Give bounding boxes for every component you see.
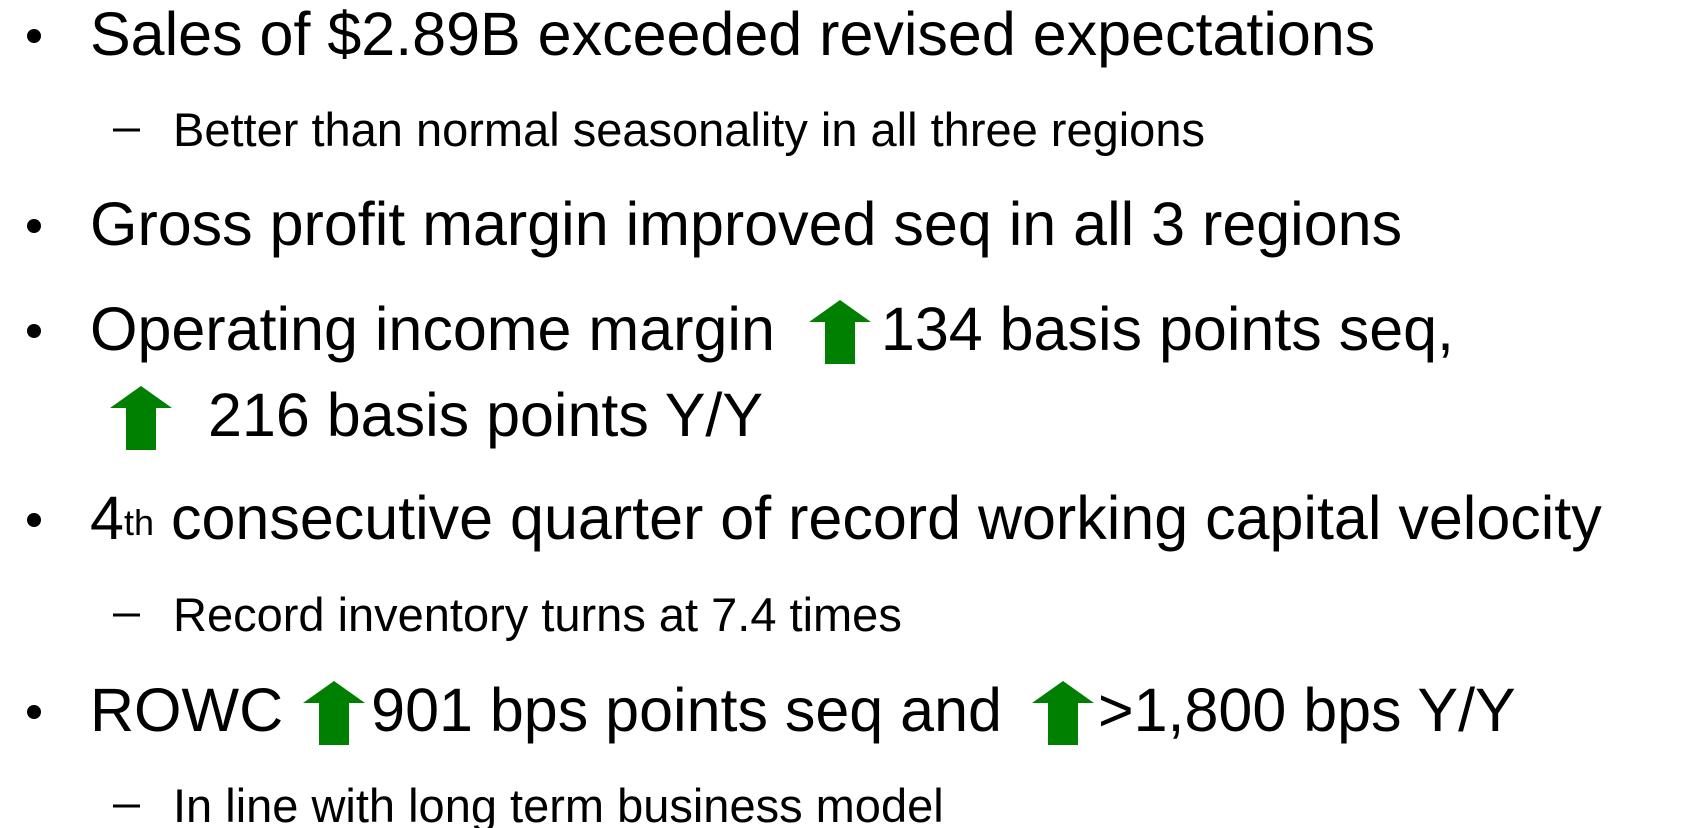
- up-arrow: [1031, 681, 1094, 745]
- text: Gross profit margin improved seq in all …: [90, 190, 1403, 258]
- bullet-line: ROWC 901 bps points seq and >1,800 bps Y…: [90, 676, 1516, 745]
- bullet-line: Gross profit margin improved seq in all …: [90, 194, 1402, 255]
- bullet-line-continued: 216 basis points Y/Y: [110, 381, 764, 450]
- text: ROWC: [90, 676, 284, 744]
- text: Better than normal seasonality in all th…: [173, 103, 1205, 156]
- text: 901 bps points seq and: [371, 676, 1002, 744]
- bullet: [27, 324, 41, 338]
- text: >1,800 bps Y/Y: [1097, 676, 1516, 744]
- bullet: [27, 705, 41, 719]
- text: 216 basis points Y/Y: [208, 381, 764, 449]
- bullet: [27, 513, 41, 527]
- up-arrow: [303, 681, 366, 745]
- bullet-line: Operating income margin 134 basis points…: [90, 295, 1454, 364]
- text: Record inventory turns at 7.4 times: [173, 588, 902, 641]
- bullet: [27, 219, 41, 233]
- bullet-line: Sales of $2.89B exceeded revised expecta…: [90, 4, 1375, 65]
- text: Sales of $2.89B exceeded revised expecta…: [90, 0, 1376, 68]
- text: Operating income margin: [90, 295, 775, 363]
- text: 134 basis points seq,: [880, 295, 1454, 363]
- text: 4: [90, 484, 124, 552]
- sub-bullet-line: Better than normal seasonality in all th…: [173, 106, 1205, 153]
- text: consecutive quarter of record working ca…: [170, 484, 1602, 552]
- bullet: [27, 29, 41, 43]
- up-arrow: [110, 386, 172, 450]
- text: In line with long term business model: [173, 779, 944, 828]
- sub-bullet-line: Record inventory turns at 7.4 times: [173, 591, 902, 638]
- sub-bullet-line: In line with long term business model: [173, 782, 944, 828]
- up-arrow: [808, 300, 871, 364]
